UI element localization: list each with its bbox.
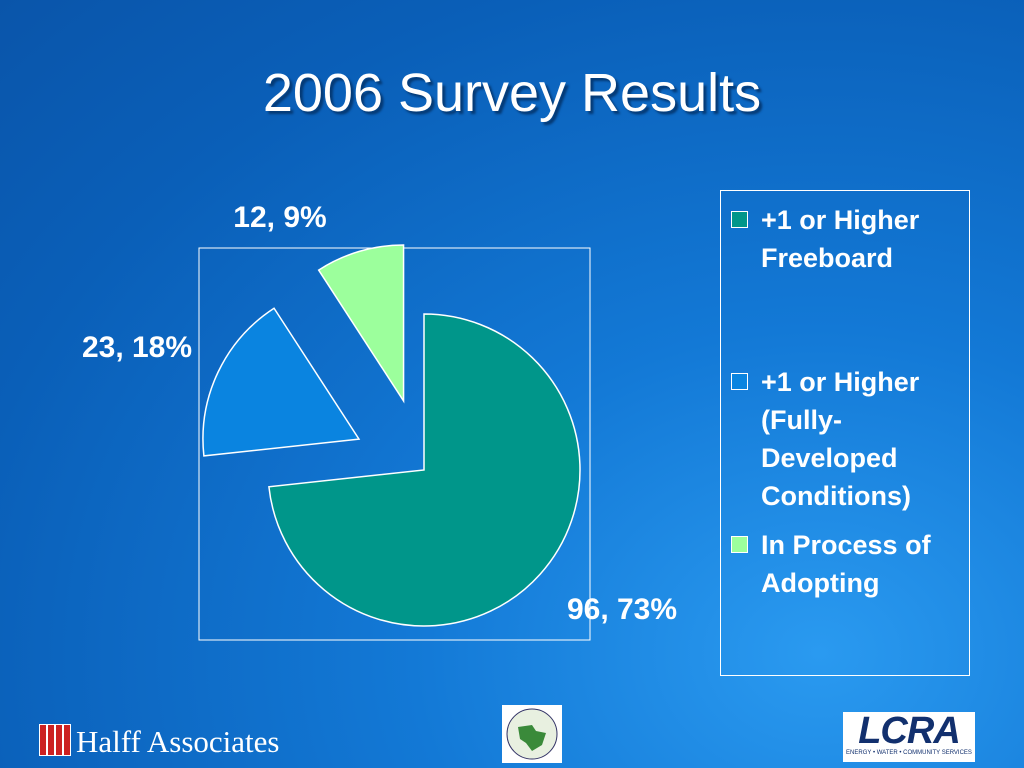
legend-swatch	[731, 211, 748, 228]
pie-slice	[202, 307, 361, 457]
legend-swatch	[731, 536, 748, 553]
brand-icon	[39, 724, 71, 756]
legend: +1 or Higher Freeboard +1 or Higher (Full…	[720, 190, 970, 676]
legend-entry: In Process of Adopting	[731, 526, 966, 602]
logo-graphic	[506, 708, 558, 760]
brand-text: Halff Associates	[76, 724, 280, 759]
slide-title: 2006 Survey Results	[262, 63, 762, 123]
data-label: 96, 73%	[567, 593, 677, 626]
legend-entry: +1 or Higher (Fully-Developed Conditions…	[731, 363, 966, 515]
lcra-logo: LCRA ENERGY • WATER • COMMUNITY SERVICES	[843, 712, 975, 762]
pie-slice	[268, 313, 581, 627]
legend-label: +1 or Higher Freeboard	[761, 205, 920, 273]
legend-label: In Process of Adopting	[761, 530, 931, 598]
pie-slice	[317, 244, 405, 404]
lcra-word: LCRA	[858, 710, 961, 752]
legend-label: +1 or Higher (Fully-Developed Conditions…	[761, 367, 920, 511]
data-label: 23, 18%	[82, 331, 192, 364]
legend-entry: +1 or Higher Freeboard	[731, 201, 966, 277]
footer-brand: Halff Associates	[39, 724, 280, 760]
lcra-tagline: ENERGY • WATER • COMMUNITY SERVICES	[846, 750, 972, 756]
center-logo	[502, 705, 562, 763]
legend-swatch	[731, 373, 748, 390]
data-label: 12, 9%	[233, 201, 326, 234]
